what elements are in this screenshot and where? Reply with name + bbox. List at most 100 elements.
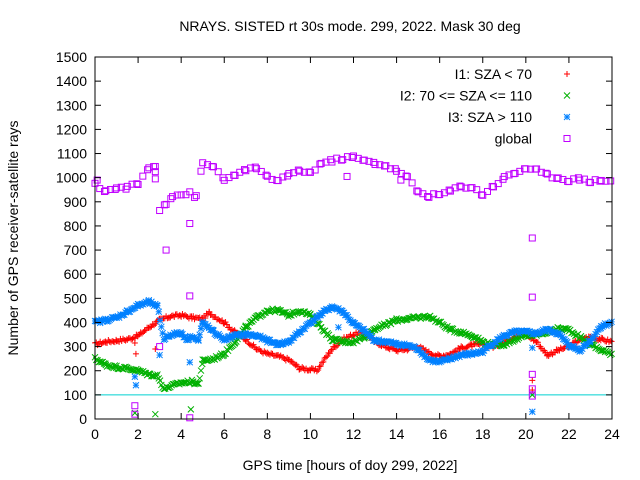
data-point — [479, 191, 487, 199]
data-point — [147, 324, 154, 331]
y-tick-label: 900 — [64, 194, 88, 210]
data-point — [364, 330, 372, 338]
x-tick-label: 20 — [518, 426, 534, 442]
data-point — [500, 173, 508, 181]
series-layer — [91, 152, 615, 422]
data-point — [597, 176, 605, 184]
data-point — [152, 320, 159, 327]
data-point — [138, 330, 145, 337]
y-tick-label: 1300 — [56, 97, 87, 113]
data-point — [286, 311, 294, 319]
y-tick-label: 300 — [64, 339, 88, 355]
data-point — [414, 188, 422, 196]
data-point — [173, 191, 181, 199]
y-tick-label: 700 — [64, 242, 88, 258]
data-point — [306, 168, 314, 176]
data-point — [448, 324, 456, 332]
data-point — [332, 344, 339, 351]
data-point — [148, 323, 155, 330]
plot-area — [91, 56, 615, 422]
x-axis-label: GPS time [hours of doy 299, 2022] — [243, 457, 458, 473]
data-point — [195, 337, 202, 344]
data-point — [134, 180, 142, 188]
data-point — [402, 172, 410, 180]
data-point — [169, 193, 177, 201]
data-point — [96, 358, 104, 365]
x-tick-label: 12 — [346, 426, 362, 442]
y-tick-label: 800 — [64, 218, 88, 234]
data-point — [483, 187, 491, 195]
outlier-point — [528, 392, 536, 400]
data-point — [350, 152, 357, 160]
data-point — [285, 170, 293, 178]
outlier-point — [397, 176, 405, 184]
data-point — [167, 195, 175, 203]
legend-label: I1: SZA < 70 — [455, 66, 533, 82]
data-point — [197, 167, 205, 175]
data-point — [199, 159, 207, 167]
y-tick-label: 200 — [64, 363, 88, 379]
data-point — [436, 191, 444, 199]
legend-marker — [564, 71, 570, 77]
data-point — [206, 308, 213, 315]
x-tick-label: 8 — [263, 426, 271, 442]
y-tick-label: 1200 — [56, 121, 87, 137]
legend-label: global — [495, 131, 532, 147]
data-point — [188, 379, 195, 386]
data-point — [195, 380, 202, 387]
data-point — [130, 334, 137, 341]
chart-title: NRAYS. SISTED rt 30s mode. 299, 2022. Ma… — [179, 18, 520, 34]
data-point — [156, 377, 164, 384]
data-point — [315, 367, 322, 374]
data-point — [299, 364, 306, 371]
data-point — [157, 323, 165, 331]
data-point — [348, 338, 356, 346]
data-point — [191, 193, 199, 201]
data-point — [123, 182, 131, 190]
data-point — [282, 357, 289, 364]
outlier-point — [343, 172, 351, 180]
data-point — [605, 339, 612, 346]
data-point — [219, 317, 226, 324]
data-point — [154, 302, 161, 310]
data-point — [196, 374, 204, 382]
data-point — [554, 174, 562, 182]
data-point — [599, 335, 606, 342]
data-point — [102, 187, 110, 195]
data-point — [257, 167, 265, 175]
data-point — [297, 328, 305, 336]
data-point — [469, 334, 477, 342]
data-point — [425, 193, 433, 201]
data-point — [450, 349, 457, 356]
data-point — [135, 332, 142, 339]
y-tick-label: 1100 — [57, 146, 87, 162]
x-tick-label: 2 — [134, 426, 142, 442]
data-point — [175, 313, 182, 320]
data-point — [468, 343, 475, 350]
data-point — [164, 384, 172, 392]
data-point — [313, 368, 320, 375]
data-point — [261, 348, 268, 355]
outlier-point — [162, 246, 170, 254]
data-point — [344, 339, 352, 347]
data-point — [464, 331, 472, 339]
data-point — [388, 317, 396, 325]
data-point — [446, 325, 454, 333]
data-point — [127, 366, 135, 374]
outlier-point — [131, 410, 139, 418]
data-point — [154, 371, 161, 378]
data-point — [468, 184, 476, 192]
outlier-point — [156, 343, 164, 351]
outlier-point — [528, 234, 536, 242]
legend-label: I2: 70 <= SZA <= 110 — [400, 88, 532, 104]
data-point — [196, 331, 204, 339]
data-point — [223, 321, 230, 328]
outlier-point — [151, 168, 159, 176]
data-point — [393, 167, 401, 175]
data-point — [250, 341, 257, 348]
data-point — [457, 183, 465, 191]
data-point — [186, 188, 194, 196]
outlier-point — [152, 346, 159, 353]
data-point — [274, 306, 282, 314]
data-point — [169, 312, 176, 319]
